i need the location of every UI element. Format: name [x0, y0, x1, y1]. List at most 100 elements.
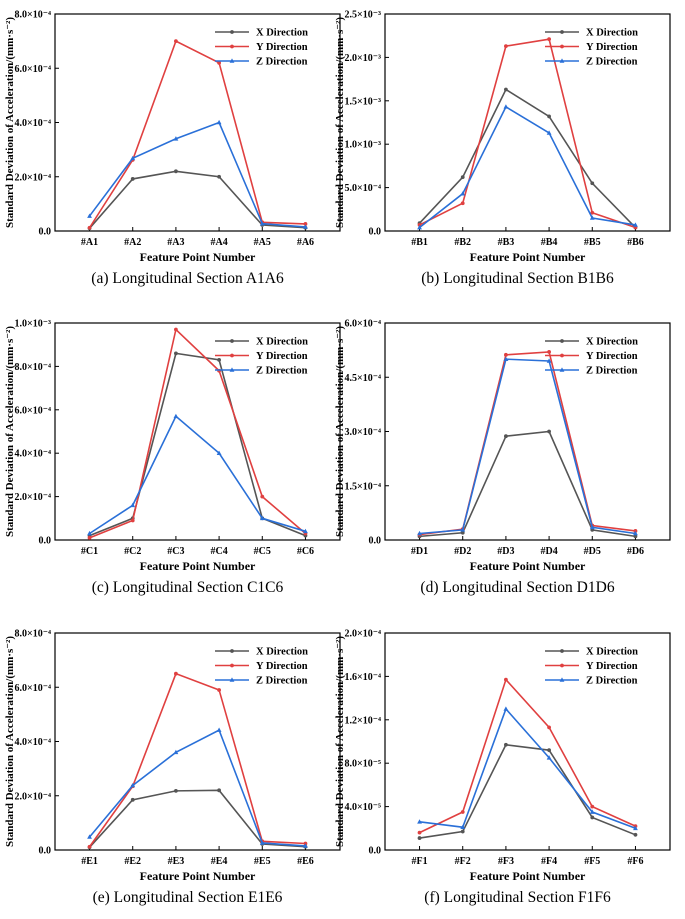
x-tick-label: #F1: [411, 856, 427, 867]
data-point: [503, 356, 509, 361]
series-line-x-direction: [418, 88, 637, 229]
series-line-x-direction: [89, 352, 306, 537]
series-line-y-direction: [419, 38, 636, 229]
x-tick-label: #F6: [627, 856, 643, 867]
data-point: [174, 671, 178, 676]
data-point: [217, 357, 221, 362]
x-axis-label: Feature Point Number: [470, 559, 586, 573]
y-tick-label: 6.0×10⁻⁴: [15, 683, 51, 694]
series-line-x-direction: [88, 170, 306, 229]
data-point: [460, 201, 465, 206]
data-point: [417, 224, 422, 230]
series-line-y-direction: [419, 351, 636, 536]
data-point: [87, 834, 92, 839]
y-axis-label: Standard Deviation of Acceleration/(mm·s…: [334, 326, 346, 537]
series-line-x-direction: [419, 430, 636, 538]
series-line-x-direction: [88, 789, 306, 848]
data-point: [504, 44, 508, 49]
x-tick-label: #D1: [411, 546, 428, 557]
data-point: [217, 60, 221, 65]
data-point: [130, 177, 135, 181]
data-point: [504, 742, 508, 747]
legend-label: X Direction: [586, 647, 638, 658]
data-point: [216, 450, 222, 455]
x-tick-label: #E5: [254, 856, 271, 867]
data-point: [633, 832, 638, 837]
y-tick-label: 6.0×10⁻⁴: [15, 405, 51, 416]
y-tick-label: 0.0: [369, 536, 382, 547]
data-point: [590, 804, 595, 809]
chart-panel-a: 0.0 2.0×10⁻⁴ 4.0×10⁻⁴ 6.0×10⁻⁴ 8.0×10⁻⁴ #A1 #A…: [4, 10, 341, 287]
x-tick-label: #B5: [584, 237, 601, 248]
data-point: [590, 181, 595, 186]
y-axis-label: Standard Deviation of Acceleration/(mm·s…: [4, 17, 16, 228]
legend-marker: [230, 353, 234, 358]
x-tick-label: #D5: [584, 546, 601, 557]
series-line-z-direction: [89, 415, 306, 535]
data-point: [259, 840, 265, 845]
legend-label: Y Direction: [256, 42, 308, 53]
chart-panel-c: 0.0 2.0×10⁻⁴ 4.0×10⁻⁴ 6.0×10⁻⁴ 8.0×10⁻⁴ 1.0×1…: [4, 319, 341, 596]
series-line-y-direction: [89, 327, 306, 539]
legend-marker: [230, 30, 234, 34]
data-point: [174, 351, 178, 356]
series-line-z-direction: [88, 121, 306, 228]
x-tick-label: #A4: [210, 237, 227, 248]
data-point: [547, 114, 551, 119]
x-tick-label: #A2: [124, 237, 141, 248]
y-tick-label: 0.0: [39, 227, 52, 238]
x-tick-label: #A3: [167, 237, 184, 248]
legend-label: Z Direction: [256, 366, 308, 377]
x-tick-label: #E4: [211, 856, 228, 867]
x-tick-label: #B6: [627, 237, 644, 248]
data-point: [546, 358, 552, 363]
data-point: [546, 130, 552, 135]
x-tick-label: #C3: [167, 546, 184, 557]
legend-label: Z Direction: [586, 57, 638, 68]
y-tick-label: 2.0×10⁻⁴: [345, 629, 381, 640]
x-axis-label: Feature Point Number: [470, 250, 586, 264]
data-point: [303, 224, 308, 229]
legend-marker: [559, 367, 565, 372]
data-point: [590, 210, 595, 215]
y-tick-label: 1.6×10⁻⁴: [345, 672, 381, 683]
y-tick-label: 6.0×10⁻⁴: [15, 64, 51, 75]
data-point: [216, 119, 222, 125]
series-line-z-direction: [419, 105, 636, 229]
panel-caption: (d) Longitudinal Section D1D6: [420, 579, 614, 596]
y-tick-label: 2.0×10⁻⁴: [15, 492, 51, 503]
legend-label: Y Direction: [586, 661, 638, 672]
chart-panel-e: 0.0 2.0×10⁻⁴ 4.0×10⁻⁴ 6.0×10⁻⁴ 8.0×10⁻⁴ #E1 #E…: [4, 629, 341, 906]
x-axis-label: Feature Point Number: [140, 250, 256, 264]
data-point: [174, 788, 178, 793]
plot-frame: [384, 632, 671, 851]
legend-label: X Direction: [256, 28, 308, 39]
data-point: [303, 528, 308, 534]
legend-marker: [229, 367, 235, 372]
data-point: [130, 518, 135, 523]
legend-label: X Direction: [586, 337, 638, 348]
x-tick-label: #B2: [454, 237, 471, 248]
data-point: [303, 843, 308, 848]
data-point: [217, 174, 221, 179]
x-tick-label: #F2: [455, 856, 471, 867]
data-point: [504, 434, 508, 439]
x-tick-label: #A5: [254, 237, 271, 248]
data-point: [87, 844, 92, 849]
data-point: [173, 749, 179, 755]
data-point: [547, 725, 551, 730]
y-tick-label: 4.0×10⁻⁴: [15, 118, 51, 129]
y-tick-label: 2.5×10⁻³: [345, 10, 381, 21]
data-point: [504, 677, 508, 682]
x-axis-label: Feature Point Number: [140, 869, 256, 883]
data-point: [503, 706, 509, 711]
plot-frame: [54, 322, 341, 541]
chart-panel-f: 0.0 4.0×10⁻⁵ 8.0×10⁻⁵ 1.2×10⁻⁴ 1.6×10⁻⁴ 2.0×1…: [334, 629, 671, 906]
data-point: [547, 429, 551, 434]
y-axis-label: Standard Deviation of Acceleration/(mm·s…: [4, 326, 16, 537]
legend-marker: [559, 677, 565, 682]
legend-marker: [560, 663, 564, 668]
x-tick-label: #C2: [124, 546, 141, 557]
data-point: [130, 155, 136, 161]
y-tick-label: 8.0×10⁻⁴: [15, 629, 51, 640]
